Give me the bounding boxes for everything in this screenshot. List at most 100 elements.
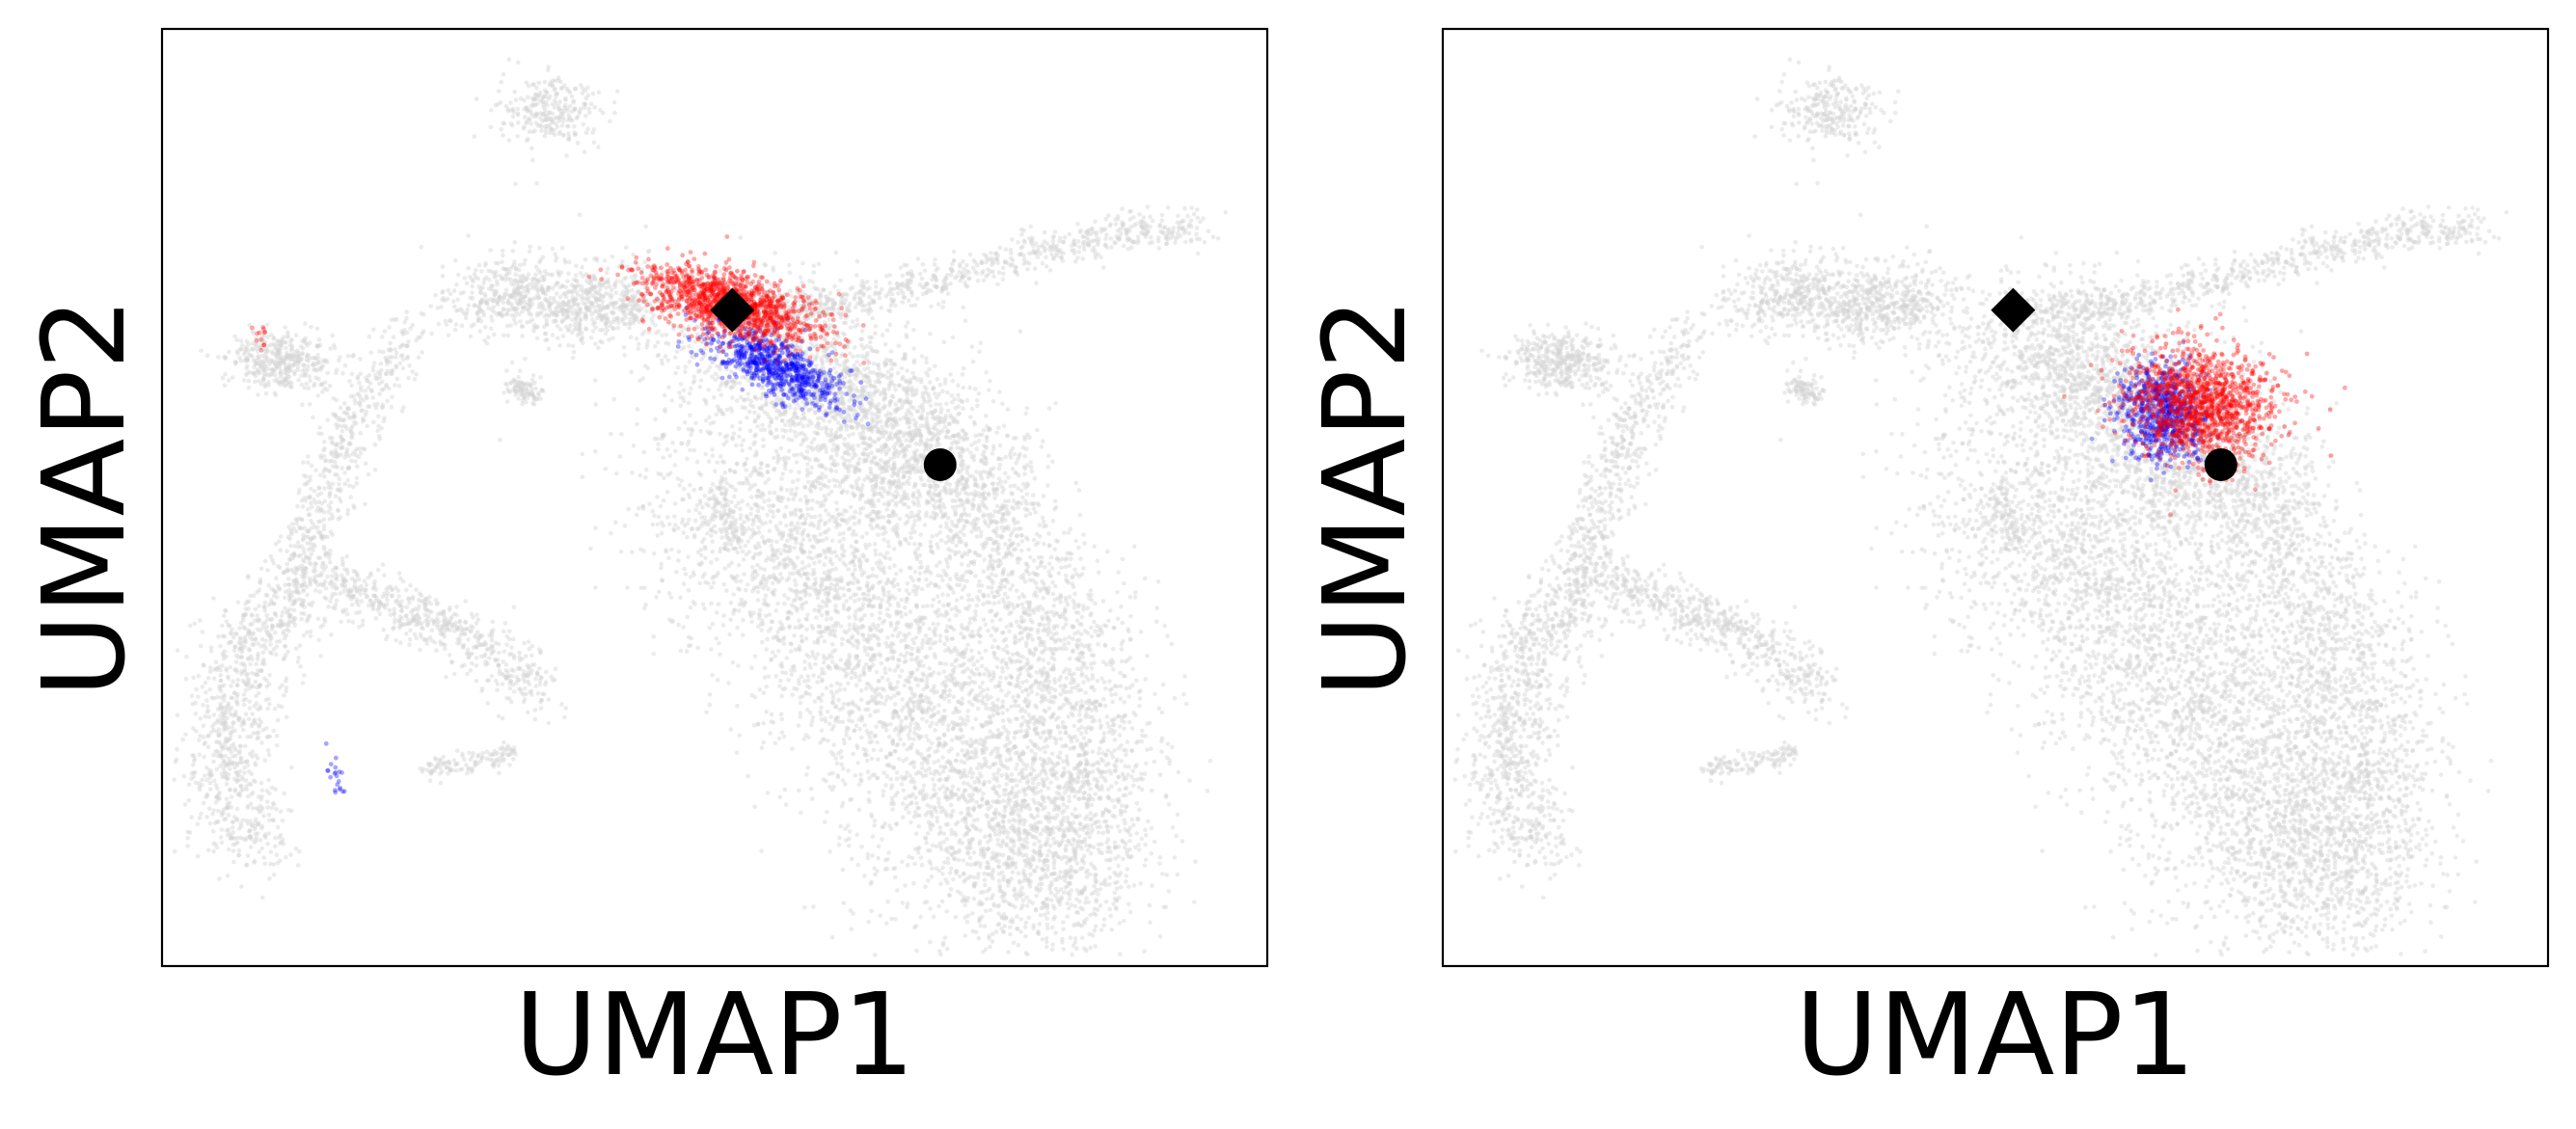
background-point	[286, 629, 291, 633]
background-point	[540, 691, 545, 696]
background-point	[527, 249, 532, 255]
background-point	[922, 284, 928, 290]
background-point	[253, 763, 258, 767]
background-point	[606, 280, 610, 285]
background-point	[583, 306, 589, 310]
left-axes-frame	[160, 27, 1269, 968]
background-point	[517, 311, 522, 317]
background-point	[1125, 238, 1130, 243]
background-point	[546, 697, 552, 702]
background-point	[539, 309, 544, 315]
background-point	[335, 472, 339, 477]
background-point	[289, 765, 294, 770]
background-point	[562, 302, 568, 307]
background-point	[907, 278, 911, 283]
background-point	[622, 293, 627, 299]
background-point	[357, 446, 363, 451]
background-point	[920, 291, 926, 297]
background-point	[590, 92, 596, 96]
background-point	[312, 489, 317, 494]
background-point	[460, 751, 465, 757]
background-point	[267, 818, 272, 823]
background-point	[551, 312, 556, 317]
background-point	[573, 87, 578, 92]
background-point	[532, 708, 538, 712]
background-point	[1051, 256, 1056, 262]
background-point	[522, 261, 527, 267]
background-point	[572, 107, 577, 113]
background-point	[500, 259, 504, 265]
background-point	[261, 855, 267, 860]
background-point	[870, 315, 875, 321]
background-point	[427, 594, 432, 600]
background-point	[333, 464, 339, 470]
background-point	[580, 264, 584, 270]
background-point	[529, 653, 534, 659]
background-point	[1186, 224, 1191, 229]
background-point	[258, 579, 263, 584]
background-point	[695, 325, 701, 330]
background-point	[933, 363, 937, 369]
background-point	[552, 127, 556, 133]
background-point	[556, 131, 561, 136]
background-point	[629, 369, 634, 375]
background-point	[228, 762, 232, 766]
background-point	[299, 517, 304, 522]
background-point	[182, 802, 188, 807]
background-point	[550, 111, 556, 117]
background-point	[986, 267, 990, 272]
background-point	[385, 368, 391, 374]
background-point	[553, 78, 557, 83]
background-point	[416, 335, 421, 340]
background-point	[1044, 246, 1048, 252]
background-point	[416, 355, 421, 361]
background-point	[961, 258, 965, 264]
background-point	[260, 362, 266, 367]
background-point	[273, 844, 278, 849]
background-point	[246, 341, 252, 347]
background-point	[506, 57, 512, 63]
background-point	[334, 598, 339, 604]
background-point	[847, 351, 853, 357]
background-point	[454, 748, 460, 753]
background-point	[531, 82, 536, 87]
background-point	[246, 716, 252, 722]
background-point	[610, 326, 616, 331]
background-point	[535, 123, 541, 128]
background-point	[439, 627, 445, 632]
background-point	[350, 602, 355, 607]
background-point	[224, 806, 230, 811]
background-point	[293, 646, 299, 651]
background-point	[566, 137, 572, 142]
background-point	[288, 347, 294, 353]
background-point	[624, 288, 630, 293]
background-point	[357, 609, 363, 615]
background-point	[245, 853, 251, 858]
background-point	[580, 331, 584, 336]
background-point	[510, 636, 516, 642]
background-point	[372, 402, 377, 408]
background-point	[944, 521, 949, 525]
background-point	[889, 366, 894, 371]
background-point	[535, 672, 540, 677]
background-point	[296, 377, 301, 383]
background-point	[515, 134, 521, 139]
background-point	[905, 368, 909, 373]
background-point	[521, 126, 527, 131]
background-point	[315, 393, 321, 398]
background-point	[603, 331, 609, 336]
background-point	[445, 627, 450, 632]
background-point	[546, 313, 552, 319]
background-point	[358, 431, 364, 436]
background-point	[522, 97, 527, 103]
background-point	[1109, 245, 1114, 250]
background-point	[486, 268, 491, 274]
background-point	[511, 306, 517, 311]
background-point	[940, 287, 945, 292]
background-point	[550, 246, 556, 252]
background-point	[594, 258, 600, 263]
background-point	[637, 296, 643, 302]
background-point	[558, 111, 564, 117]
background-point	[541, 324, 547, 330]
background-point	[324, 388, 330, 392]
